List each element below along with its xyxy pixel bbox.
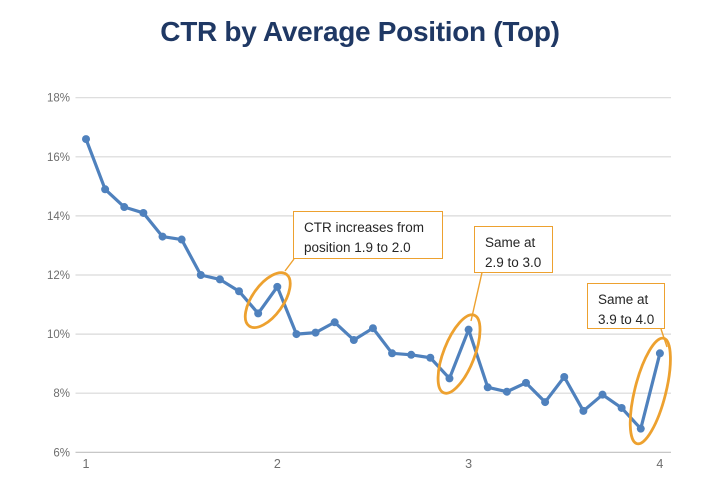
data-point-marker xyxy=(368,324,377,333)
data-point-marker xyxy=(120,203,129,212)
y-tick-label: 6% xyxy=(53,447,70,459)
data-point-marker xyxy=(541,398,550,407)
data-point-marker xyxy=(292,330,301,339)
callout-text-line: Same at xyxy=(485,235,536,250)
x-tick-label: 3 xyxy=(465,457,472,471)
data-point-marker xyxy=(655,349,664,358)
highlight-ellipse xyxy=(243,271,292,329)
x-tick-label: 2 xyxy=(274,457,281,471)
callout-connector-line xyxy=(470,272,483,322)
data-point-marker xyxy=(273,282,282,291)
callout-box-1-9-to-2-0: CTR increases from position 1.9 to 2.0 xyxy=(293,211,443,259)
y-tick-label: 16% xyxy=(47,152,70,164)
y-tick-label: 8% xyxy=(53,388,70,400)
highlight-ellipse xyxy=(436,313,482,395)
data-point-marker xyxy=(426,353,435,362)
data-point-marker xyxy=(235,287,244,296)
data-point-marker xyxy=(636,424,645,433)
data-point-marker xyxy=(598,390,607,399)
data-point-marker xyxy=(82,135,90,144)
data-point-marker xyxy=(483,383,492,392)
callout-connector-line xyxy=(284,258,295,272)
callout-box-3-9-to-4-0: Same at 3.9 to 4.0 xyxy=(587,283,665,329)
data-point-marker xyxy=(101,185,110,194)
data-point-marker xyxy=(521,378,530,387)
data-point-marker xyxy=(579,406,588,415)
chart-title: CTR by Average Position (Top) xyxy=(160,16,560,47)
data-point-marker xyxy=(464,325,473,334)
data-point-marker xyxy=(330,318,339,327)
callout-text-line: Same at xyxy=(598,292,649,307)
data-point-marker xyxy=(560,372,569,381)
data-point-marker xyxy=(196,271,205,279)
data-point-marker xyxy=(177,235,186,244)
callout-text-line: 3.9 to 4.0 xyxy=(598,312,655,328)
data-point-marker xyxy=(349,336,358,345)
data-point-marker xyxy=(502,387,511,396)
data-point-marker xyxy=(158,232,167,241)
y-tick-label: 14% xyxy=(47,211,70,223)
data-point-marker xyxy=(445,374,454,383)
y-tick-label: 10% xyxy=(47,329,70,341)
callout-box-2-9-to-3-0: Same at 2.9 to 3.0 xyxy=(474,226,553,273)
highlight-ellipse xyxy=(628,336,672,446)
callout-text-line: CTR increases from xyxy=(304,220,425,235)
data-point-marker xyxy=(254,309,263,318)
callout-text-line: 2.9 to 3.0 xyxy=(485,255,542,271)
data-point-marker xyxy=(215,275,224,284)
x-tick-label: 4 xyxy=(656,457,663,471)
data-point-marker xyxy=(311,328,320,337)
data-point-marker xyxy=(617,403,626,412)
data-point-marker xyxy=(407,350,416,359)
y-tick-label: 12% xyxy=(47,270,70,282)
ctr-series-line xyxy=(84,137,662,431)
callout-text-line: position 1.9 to 2.0 xyxy=(304,240,411,256)
data-point-marker xyxy=(388,349,397,358)
y-tick-label: 18% xyxy=(47,93,70,105)
data-point-marker xyxy=(139,208,148,217)
x-tick-label: 1 xyxy=(83,457,90,471)
